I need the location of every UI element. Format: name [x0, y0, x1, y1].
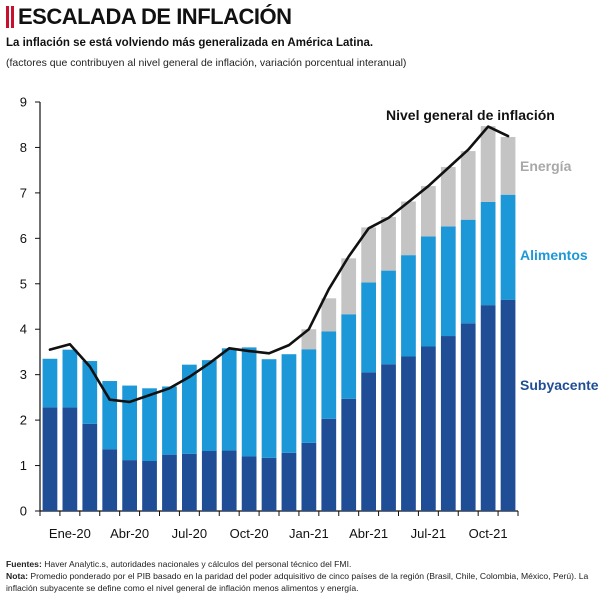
bar-energia: [480, 126, 496, 202]
bar-alimentos: [341, 314, 357, 399]
y-tick-label: 8: [20, 140, 27, 155]
bar-energia: [361, 227, 376, 283]
footer-note-label: Nota:: [6, 571, 28, 581]
x-tick-label: Ene-20: [49, 526, 91, 541]
bar-subyacente: [62, 407, 78, 511]
bar-alimentos: [500, 194, 516, 300]
bar-alimentos: [42, 358, 58, 408]
bar-subyacente: [221, 450, 237, 511]
bar-alimentos: [421, 236, 436, 347]
bar-subyacente: [500, 299, 516, 511]
bar-alimentos: [122, 385, 137, 461]
legend-label-alimentos: Alimentos: [520, 247, 588, 263]
bar-energia: [341, 258, 357, 315]
bar-subyacente: [241, 456, 257, 511]
bar-energia: [500, 136, 516, 195]
y-tick-label: 3: [20, 367, 27, 382]
bar-subyacente: [361, 372, 376, 511]
bar-alimentos: [221, 348, 237, 451]
bar-alimentos: [460, 219, 476, 324]
bar-subyacente: [201, 451, 217, 511]
bar-alimentos: [321, 331, 337, 419]
footer-note-text: Promedio ponderado por el PIB basado en …: [6, 571, 589, 593]
title-accent-bar: [6, 6, 9, 28]
footer-note: Nota: Promedio ponderado por el PIB basa…: [6, 570, 594, 594]
bar-subyacente: [42, 407, 58, 511]
legend-label-energia: Energía: [520, 158, 572, 174]
chart-note: (factores que contribuyen al nivel gener…: [6, 57, 407, 69]
bar-alimentos: [480, 201, 496, 306]
y-tick-label: 1: [20, 458, 27, 473]
x-tick-label: Oct-21: [469, 526, 508, 541]
bar-alimentos: [261, 359, 277, 458]
bar-energia: [421, 186, 436, 237]
footer: Fuentes: Haver Analytic.s, autoridades n…: [6, 558, 594, 594]
x-tick-label: Oct-20: [230, 526, 269, 541]
bar-subyacente: [82, 423, 98, 511]
bar-subyacente: [102, 449, 118, 511]
bar-alimentos: [62, 349, 78, 408]
bar-subyacente: [440, 336, 456, 511]
x-tick-label: Abr-20: [110, 526, 149, 541]
bar-subyacente: [381, 364, 396, 511]
bar-energia: [381, 216, 396, 271]
legend-label-subyacente: Subyacente: [520, 377, 599, 393]
bar-subyacente: [421, 346, 436, 511]
bar-alimentos: [301, 349, 317, 443]
inflation-chart: 0 1 2 3 4 5 6 7 8 9 Ene-20 Abr-20 Jul-20 Oct-20 Jan-21…: [20, 95, 599, 542]
bar-alimentos: [82, 361, 98, 424]
title-block: ESCALADA DE INFLACIÓN: [6, 4, 292, 30]
y-tick-label: 7: [20, 185, 27, 200]
chart-title: ESCALADA DE INFLACIÓN: [18, 4, 292, 29]
bar-subyacente: [480, 305, 496, 511]
bar-subyacente: [142, 461, 157, 511]
bar-alimentos: [182, 364, 197, 454]
footer-sources: Fuentes: Haver Analytic.s, autoridades n…: [6, 558, 594, 570]
title-accent-bar: [11, 6, 14, 28]
bar-subyacente: [281, 452, 297, 511]
bar-alimentos: [381, 270, 396, 365]
x-tick-label: Abr-21: [349, 526, 388, 541]
bar-alimentos: [440, 226, 456, 337]
bar-alimentos: [201, 360, 217, 452]
bar-subyacente: [182, 453, 197, 511]
x-tick-label: Jan-21: [289, 526, 329, 541]
bar-alimentos: [142, 388, 157, 462]
bar-subyacente: [261, 457, 277, 511]
x-tick-label: Jul-21: [411, 526, 446, 541]
bar-subyacente: [321, 418, 337, 511]
bar-energia: [460, 151, 476, 220]
y-tick-label: 6: [20, 231, 27, 246]
y-tick-label: 5: [20, 276, 27, 291]
y-tick-label: 9: [20, 95, 27, 110]
bar-subyacente: [401, 356, 416, 511]
x-tick-label: Jul-20: [172, 526, 207, 541]
bar-alimentos: [102, 381, 118, 450]
bar-energia: [401, 201, 416, 256]
y-tick-label: 2: [20, 413, 27, 428]
bar-alimentos: [401, 255, 416, 357]
chart-subtitle: La inflación se está volviendo más gener…: [6, 37, 374, 49]
y-tick-label: 4: [20, 322, 27, 337]
bar-alimentos: [361, 282, 376, 373]
headline-label: Nivel general de inflación: [386, 107, 555, 123]
bar-energia: [301, 329, 317, 350]
bars-group: [42, 126, 516, 511]
headline-line: [48, 125, 510, 404]
bar-alimentos: [162, 386, 177, 455]
bar-alimentos: [241, 347, 257, 457]
bar-alimentos: [281, 354, 297, 453]
bar-energia: [440, 166, 456, 227]
bar-subyacente: [341, 398, 357, 511]
bar-subyacente: [301, 442, 317, 511]
footer-sources-text: Haver Analytic.s, autoridades nacionales…: [44, 559, 352, 569]
bar-subyacente: [460, 323, 476, 511]
bar-subyacente: [162, 454, 177, 511]
bar-subyacente: [122, 460, 137, 511]
bar-energia: [321, 298, 337, 332]
footer-sources-label: Fuentes:: [6, 559, 42, 569]
y-tick-label: 0: [20, 504, 27, 519]
